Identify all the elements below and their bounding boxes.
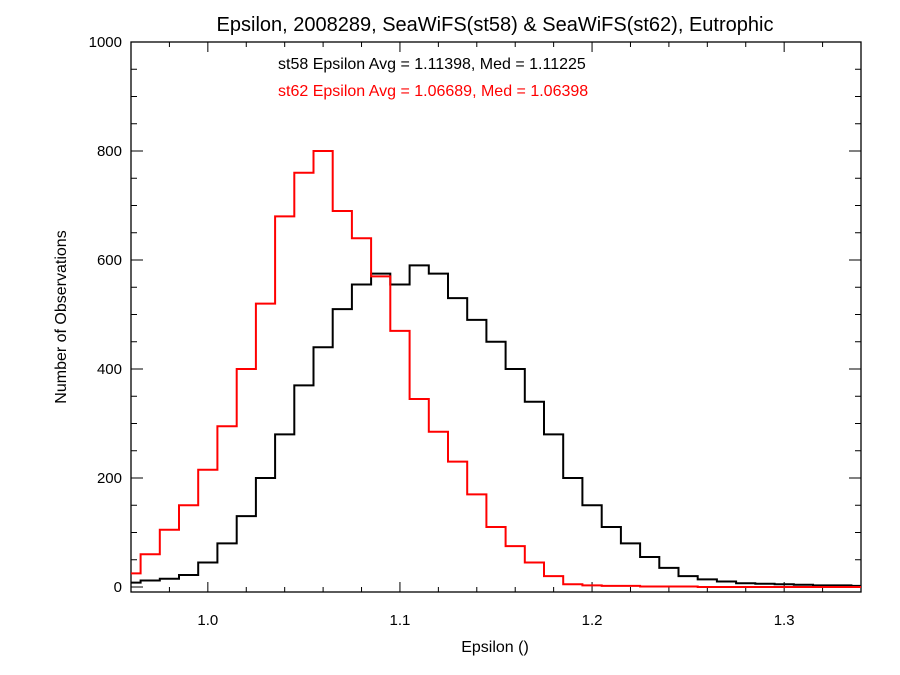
- annotation-st58-stats: st58 Epsilon Avg = 1.11398, Med = 1.1122…: [278, 56, 586, 73]
- x-tick-label: 1.0: [197, 612, 218, 629]
- y-tick-label: 400: [97, 361, 122, 378]
- series-st58-histogram: [131, 264, 861, 587]
- y-axis-label: Number of Observations: [53, 230, 70, 403]
- annotation-st62-stats: st62 Epsilon Avg = 1.06689, Med = 1.0639…: [278, 83, 588, 100]
- y-tick-label: 0: [114, 579, 122, 596]
- series-st62-histogram: [131, 150, 861, 588]
- y-tick-label: 1000: [89, 34, 122, 51]
- x-tick-label: 1.1: [390, 612, 411, 629]
- y-tick-label: 200: [97, 470, 122, 487]
- x-axis-label: Epsilon (): [461, 639, 529, 656]
- plot-frame: [130, 41, 862, 593]
- chart-title: Epsilon, 2008289, SeaWiFS(st58) & SeaWiF…: [217, 14, 774, 36]
- ticks-layer: 1.0 1.1 1.2 1.3 0 200 400 600 800 1000: [89, 34, 862, 629]
- y-tick-label: 800: [97, 143, 122, 160]
- y-tick-label: 600: [97, 252, 122, 269]
- series-layer: [131, 150, 861, 588]
- x-tick-label: 1.2: [582, 612, 603, 629]
- x-tick-label: 1.3: [774, 612, 795, 629]
